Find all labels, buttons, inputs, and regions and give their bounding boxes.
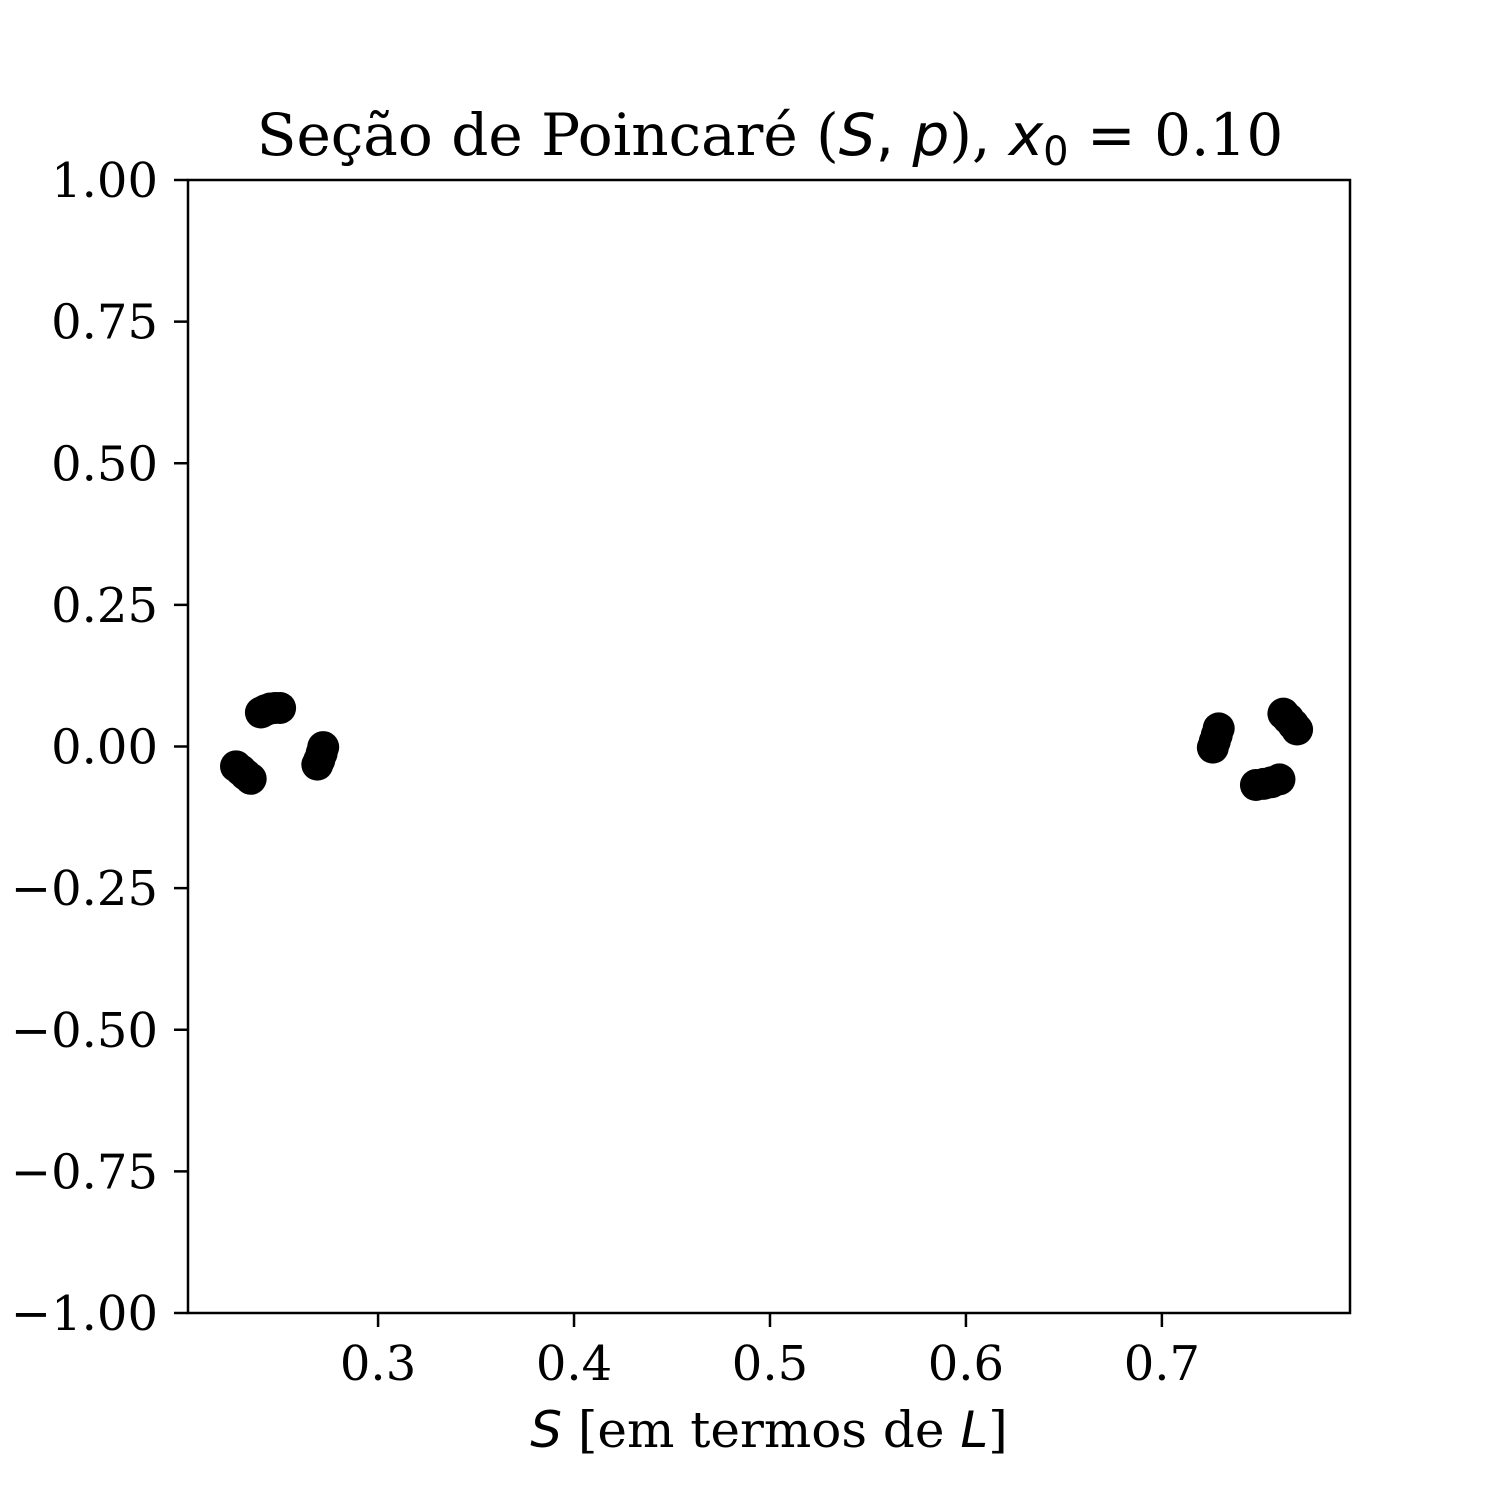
y-tick-label: 0.00 bbox=[51, 720, 158, 776]
y-axis-ticks: 1.00 0.75 0.50 0.25 0.00 −0.25 −0.50 −0.75 −1.00 bbox=[11, 153, 188, 1342]
xlabel-end: ] bbox=[988, 1401, 1008, 1459]
y-tick-label: 0.50 bbox=[51, 436, 158, 492]
title-equals: = bbox=[1069, 101, 1154, 169]
x-tick-label: 0.7 bbox=[1124, 1336, 1200, 1392]
y-tick-label: 1.00 bbox=[51, 153, 158, 209]
data-point bbox=[1196, 731, 1229, 764]
scatter-points bbox=[220, 691, 1314, 802]
title-s: S bbox=[839, 101, 876, 169]
title-value: 0.10 bbox=[1154, 101, 1283, 169]
data-point bbox=[234, 762, 267, 795]
y-tick-label: −0.25 bbox=[11, 861, 158, 917]
x-tick-label: 0.6 bbox=[928, 1336, 1004, 1392]
title-prefix: Seção de Poincaré ( bbox=[257, 101, 839, 169]
y-tick-label: −0.75 bbox=[11, 1144, 158, 1200]
y-tick-label: −1.00 bbox=[11, 1286, 158, 1342]
x-tick-label: 0.5 bbox=[732, 1336, 808, 1392]
xlabel-mid: [em termos de bbox=[562, 1401, 960, 1459]
x-axis-label: S [em termos de L] bbox=[530, 1401, 1008, 1459]
title-x: x bbox=[1007, 101, 1044, 169]
y-tick-label: 0.25 bbox=[51, 578, 158, 634]
data-point bbox=[1263, 763, 1296, 796]
x-tick-label: 0.3 bbox=[340, 1336, 416, 1392]
xlabel-s: S bbox=[530, 1401, 562, 1459]
title-p: p bbox=[912, 101, 950, 169]
y-tick-label: −0.50 bbox=[11, 1003, 158, 1059]
data-point bbox=[301, 748, 334, 781]
x-tick-label: 0.4 bbox=[536, 1336, 612, 1392]
title-close: ), bbox=[949, 101, 1009, 169]
title-comma: , bbox=[876, 101, 913, 169]
data-point bbox=[1281, 713, 1314, 746]
y-tick-label: 0.75 bbox=[51, 295, 158, 351]
x-axis-ticks: 0.3 0.4 0.5 0.6 0.7 bbox=[340, 1313, 1200, 1392]
data-point bbox=[264, 691, 297, 724]
chart-title: Seção de Poincaré (S, p), x0 = 0.10 bbox=[257, 101, 1284, 175]
xlabel-l: L bbox=[960, 1401, 988, 1459]
title-subscript: 0 bbox=[1043, 129, 1068, 175]
